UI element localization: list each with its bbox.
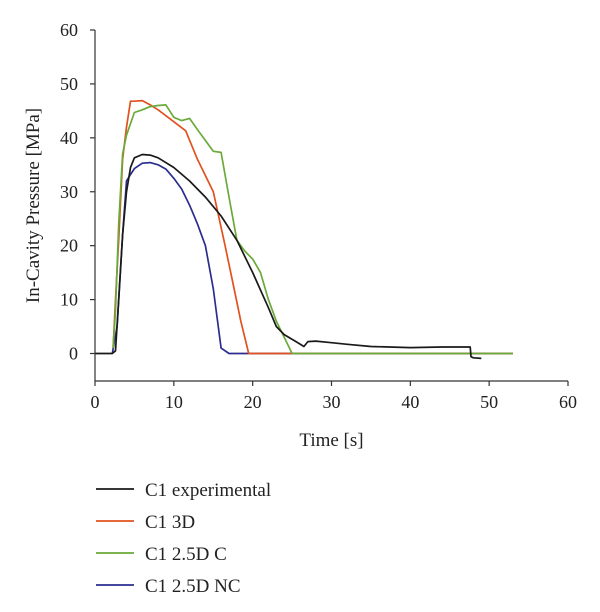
x-tick-label: 0	[91, 392, 100, 412]
y-tick-label: 20	[60, 236, 78, 256]
y-tick-label: 10	[60, 290, 78, 310]
x-tick-label: 30	[323, 392, 341, 412]
series-line	[95, 153, 482, 360]
y-ticks: 0 10 20 30 40 50 60	[60, 20, 95, 364]
x-tick-label: 40	[401, 392, 419, 412]
y-tick-label: 60	[60, 20, 78, 40]
plot-lines	[95, 99, 513, 360]
y-axis-label: In-Cavity Pressure [MPa]	[23, 108, 44, 303]
y-tick-label: 40	[60, 128, 78, 148]
x-tick-label: 10	[165, 392, 183, 412]
legend-label: C1 experimental	[145, 480, 271, 501]
legend-label: C1 2.5D C	[145, 544, 227, 565]
x-tick-label: 20	[244, 392, 262, 412]
y-tick-label: 0	[69, 344, 78, 364]
series-line	[111, 161, 513, 355]
y-tick-label: 30	[60, 182, 78, 202]
x-ticks: 0 10 20 30 40 50 60	[91, 381, 577, 412]
x-tick-label: 60	[559, 392, 577, 412]
series-line	[112, 104, 513, 355]
legend-label: C1 2.5D NC	[145, 576, 241, 597]
legend-label: C1 3D	[145, 512, 195, 533]
x-tick-label: 50	[480, 392, 498, 412]
y-tick-label: 50	[60, 74, 78, 94]
x-axis-label: Time [s]	[299, 430, 363, 451]
axes: 0 10 20 30 40 50 60 0 10 20 30 40 50 60	[60, 20, 577, 412]
series-line	[112, 99, 513, 355]
legend: C1 experimental C1 3D C1 2.5D C C1 2.5D NC	[96, 480, 271, 597]
